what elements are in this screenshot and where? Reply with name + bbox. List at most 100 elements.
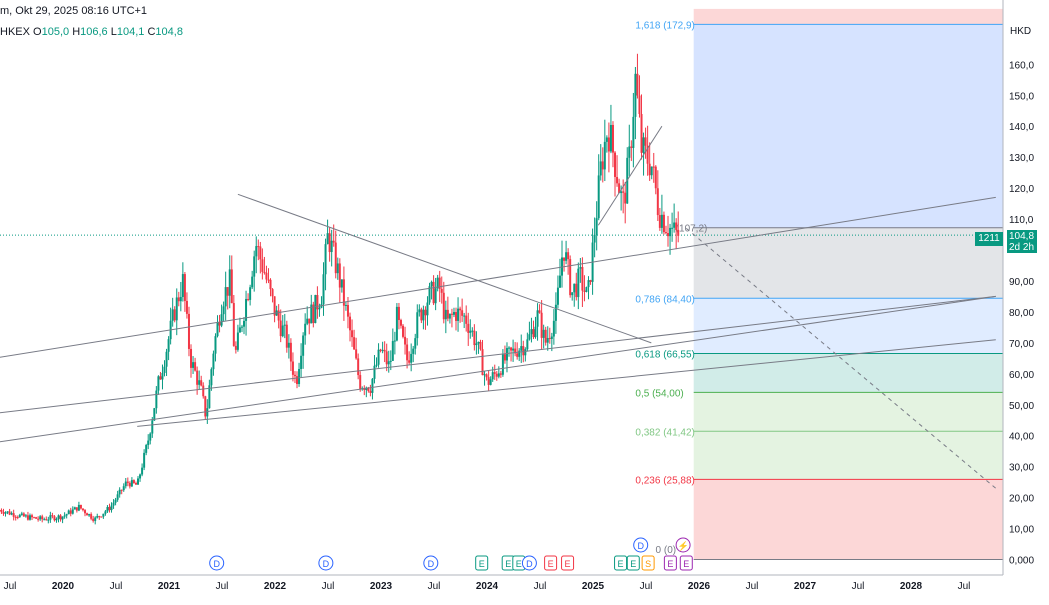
trendline xyxy=(597,125,663,226)
candle-body xyxy=(508,347,511,349)
candle-body xyxy=(616,176,619,184)
candle-body xyxy=(47,519,50,521)
x-tick-label: 2020 xyxy=(52,581,75,592)
event-marker-label: E xyxy=(618,559,624,569)
candle-body xyxy=(556,287,559,305)
candle-body xyxy=(283,324,286,326)
x-tick-label: Jul xyxy=(110,581,123,592)
candle-body xyxy=(583,290,586,292)
candle-body xyxy=(134,482,137,485)
candle-body xyxy=(122,486,125,491)
y-tick-label: 70,00 xyxy=(1009,339,1034,350)
candle-body xyxy=(271,289,274,297)
candle-body xyxy=(187,313,190,349)
trendline xyxy=(137,339,996,427)
candle-body xyxy=(505,348,508,361)
candle-body xyxy=(206,408,209,417)
x-tick-label: 2027 xyxy=(794,581,817,592)
event-marker xyxy=(544,555,558,571)
candle-body xyxy=(208,385,211,409)
candle-body xyxy=(22,513,25,517)
candle-body xyxy=(281,325,284,337)
candle-body xyxy=(31,515,34,518)
candle-body xyxy=(98,516,101,518)
current-price-value: 104,8 xyxy=(1009,231,1035,242)
candle-body xyxy=(57,515,60,519)
y-tick-label: 20,00 xyxy=(1009,494,1034,505)
candle-body xyxy=(601,161,604,170)
candle-body xyxy=(455,312,458,321)
y-tick-label: 30,00 xyxy=(1009,463,1034,474)
candle-body xyxy=(406,344,409,361)
candle-body xyxy=(614,152,617,177)
event-marker xyxy=(614,555,628,571)
candle-body xyxy=(336,263,339,274)
candle-body xyxy=(308,318,311,324)
fib-zone xyxy=(693,8,1003,25)
candle-body xyxy=(118,489,121,495)
fib-zone xyxy=(693,353,1003,393)
candle-body xyxy=(575,283,578,298)
candle-body xyxy=(495,373,498,377)
candle-body xyxy=(220,314,223,326)
candle-body xyxy=(141,467,144,475)
candle-body xyxy=(69,510,72,514)
candle-body xyxy=(452,312,455,315)
candle-body xyxy=(55,518,58,521)
candle-body xyxy=(173,309,176,321)
candle-body xyxy=(552,320,555,337)
x-tick-label: Jul xyxy=(216,581,229,592)
candle-body xyxy=(245,298,248,321)
candle-body xyxy=(381,349,384,351)
candle-body xyxy=(636,73,639,96)
fib-level-label: 0,786 (84,40) xyxy=(635,294,695,305)
candle-body xyxy=(342,279,345,306)
candle-body xyxy=(330,240,333,253)
candle-body xyxy=(279,320,282,337)
candle-body xyxy=(2,512,5,514)
candle-body xyxy=(202,385,205,397)
candle-body xyxy=(648,163,651,176)
candle-body xyxy=(605,137,608,142)
candle-body xyxy=(96,516,99,518)
candle-body xyxy=(124,481,127,487)
candle-body xyxy=(287,342,290,348)
y-tick-label: 60,00 xyxy=(1009,370,1034,381)
candle-body xyxy=(432,281,435,304)
candle-body xyxy=(267,279,270,281)
candle-body xyxy=(571,292,574,296)
candle-body xyxy=(181,274,184,297)
candle-body xyxy=(528,334,531,340)
candle-body xyxy=(153,408,156,421)
event-marker-label: E xyxy=(683,559,689,569)
x-tick-label: Jul xyxy=(322,581,335,592)
candle-body xyxy=(198,380,201,385)
candle-body xyxy=(524,349,527,356)
candle-body xyxy=(477,341,480,344)
candle-body xyxy=(599,161,602,176)
fib-level-label: 0,5 (54,00) xyxy=(635,388,683,399)
x-tick-label: 2025 xyxy=(582,581,605,592)
projection-line xyxy=(685,227,997,489)
candle-body xyxy=(408,360,411,363)
currency-label[interactable]: HKD xyxy=(1010,26,1032,37)
exchange-symbol: HKEX xyxy=(0,26,30,38)
candle-body xyxy=(475,343,478,346)
candle-body xyxy=(243,320,246,327)
event-marker xyxy=(209,555,225,571)
candle-body xyxy=(259,246,262,260)
candle-body xyxy=(67,510,70,515)
candle-body xyxy=(675,222,678,230)
y-tick-label: 80,00 xyxy=(1009,308,1034,319)
x-tick-label: 2022 xyxy=(264,581,287,592)
candle-body xyxy=(487,377,490,385)
event-marker xyxy=(641,555,655,571)
candle-body xyxy=(587,280,590,288)
candle-body xyxy=(222,306,225,315)
candle-body xyxy=(577,268,580,298)
candle-body xyxy=(104,511,107,514)
candle-body xyxy=(444,309,447,320)
candle-body xyxy=(161,373,164,380)
candle-body xyxy=(157,376,160,391)
